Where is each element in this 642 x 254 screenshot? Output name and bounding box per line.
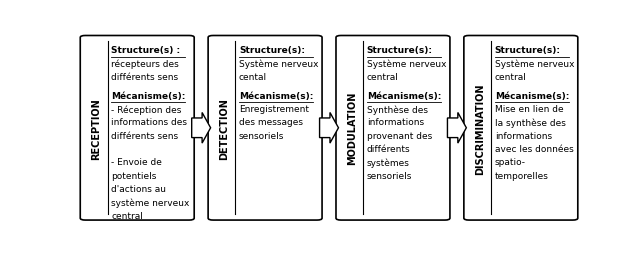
Text: différents sens: différents sens (111, 73, 178, 82)
Polygon shape (447, 113, 466, 144)
Text: Mécanisme(s):: Mécanisme(s): (111, 91, 186, 100)
Text: récepteurs des: récepteurs des (111, 59, 179, 69)
Text: DETECTION: DETECTION (220, 98, 229, 159)
Text: Système nerveux: Système nerveux (239, 59, 318, 69)
Text: Structure(s):: Structure(s): (367, 46, 433, 55)
Text: potentiels: potentiels (111, 171, 157, 180)
Text: DISCRIMINATION: DISCRIMINATION (475, 83, 485, 174)
Text: systèmes: systèmes (367, 158, 410, 167)
Text: sensoriels: sensoriels (367, 171, 412, 180)
Text: Mécanisme(s):: Mécanisme(s): (495, 91, 569, 100)
Text: Synthèse des: Synthèse des (367, 105, 428, 114)
Text: sensoriels: sensoriels (239, 131, 284, 140)
Text: différents sens: différents sens (111, 131, 178, 140)
Text: - Envoie de: - Envoie de (111, 158, 162, 167)
Polygon shape (192, 113, 211, 144)
FancyBboxPatch shape (80, 36, 194, 220)
Text: central: central (495, 73, 526, 82)
Text: informations: informations (367, 118, 424, 127)
Text: Mécanisme(s):: Mécanisme(s): (239, 91, 313, 100)
FancyBboxPatch shape (336, 36, 450, 220)
Text: RECEPTION: RECEPTION (91, 98, 101, 159)
Text: informations des: informations des (111, 118, 187, 127)
FancyBboxPatch shape (464, 36, 578, 220)
Text: Système nerveux: Système nerveux (495, 59, 574, 69)
Text: des messages: des messages (239, 118, 303, 127)
Text: spatio-: spatio- (495, 158, 526, 167)
Text: cental: cental (239, 73, 267, 82)
Polygon shape (320, 113, 338, 144)
Text: provenant des: provenant des (367, 131, 432, 140)
Text: Mise en lien de: Mise en lien de (495, 105, 563, 114)
Text: Structure(s) :: Structure(s) : (111, 46, 180, 55)
Text: central: central (367, 73, 399, 82)
Text: avec les données: avec les données (495, 145, 573, 153)
Text: Enregistrement: Enregistrement (239, 105, 309, 114)
Text: temporelles: temporelles (495, 171, 548, 180)
Text: système nerveux: système nerveux (111, 198, 189, 207)
Text: MODULATION: MODULATION (347, 92, 357, 165)
Text: - Réception des: - Réception des (111, 105, 182, 114)
Text: informations: informations (495, 131, 552, 140)
Text: différents: différents (367, 145, 410, 153)
Text: d'actions au: d'actions au (111, 184, 166, 193)
Text: central: central (111, 211, 143, 220)
Text: Structure(s):: Structure(s): (239, 46, 305, 55)
Text: Système nerveux: Système nerveux (367, 59, 446, 69)
Text: Structure(s):: Structure(s): (495, 46, 560, 55)
Text: la synthèse des: la synthèse des (495, 118, 566, 128)
FancyBboxPatch shape (208, 36, 322, 220)
Text: Mécanisme(s):: Mécanisme(s): (367, 91, 441, 100)
